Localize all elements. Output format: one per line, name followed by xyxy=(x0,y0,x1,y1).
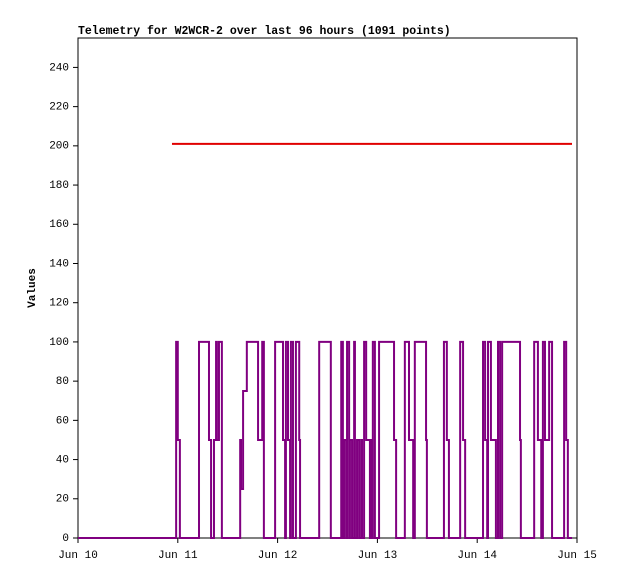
y-tick-label: 40 xyxy=(56,454,69,466)
chart-title: Telemetry for W2WCR-2 over last 96 hours… xyxy=(78,25,451,38)
y-tick-label: 180 xyxy=(49,180,69,192)
x-tick-label: Jun 14 xyxy=(457,550,497,562)
series-line xyxy=(78,340,573,539)
x-tick-label: Jun 12 xyxy=(258,550,298,562)
y-tick-label: 100 xyxy=(49,337,69,349)
y-tick-label: 0 xyxy=(62,533,69,545)
y-tick-label: 20 xyxy=(56,494,69,506)
x-tick-label: Jun 13 xyxy=(358,550,398,562)
y-tick-label: 200 xyxy=(49,141,69,153)
plot-frame xyxy=(77,37,578,539)
y-tick-label: 160 xyxy=(49,219,69,231)
y-tick-label: 60 xyxy=(56,415,69,427)
x-tick-label: Jun 11 xyxy=(158,550,198,562)
y-tick-label: 80 xyxy=(56,376,69,388)
y-tick-label: 140 xyxy=(49,258,69,270)
y-tick-label: 220 xyxy=(49,102,69,114)
x-tick-label: Jun 15 xyxy=(557,550,597,562)
y-tick-label: 240 xyxy=(49,62,69,74)
x-tick-label: Jun 10 xyxy=(58,550,98,562)
y-tick-label: 120 xyxy=(49,298,69,310)
y-axis-label: Values xyxy=(27,268,39,308)
